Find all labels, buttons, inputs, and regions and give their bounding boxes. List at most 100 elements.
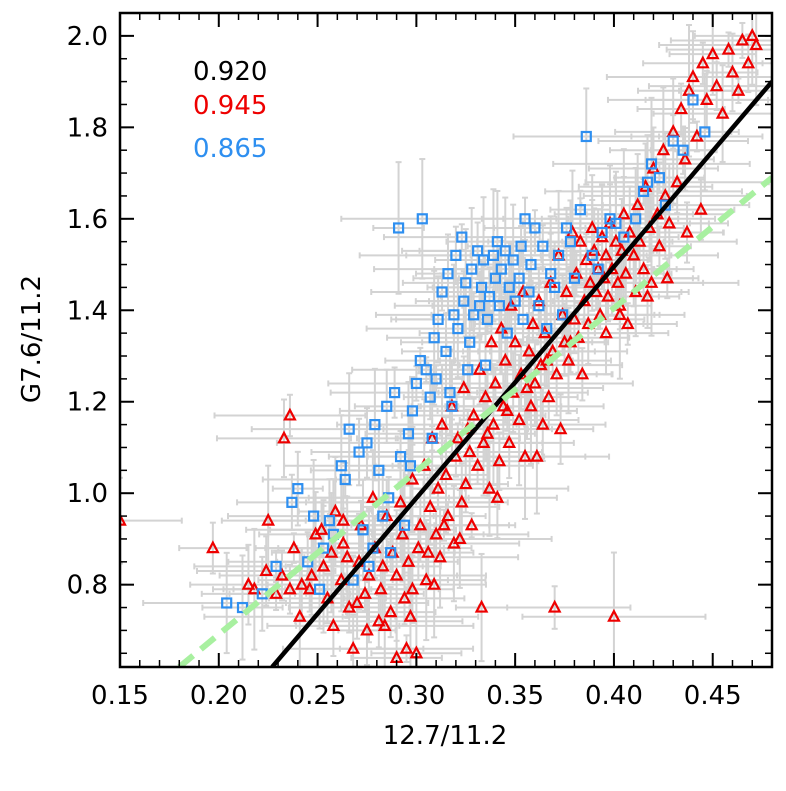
- blue-square-point: [381, 400, 393, 412]
- blue-square-point: [373, 464, 385, 476]
- blue-square-point: [641, 176, 654, 188]
- errorbar: [693, 13, 772, 86]
- errorbar: [665, 31, 772, 68]
- red-triangle-point: [437, 517, 451, 531]
- blue-square-point: [618, 231, 630, 243]
- blue-square-point: [507, 254, 519, 266]
- errorbar: [487, 398, 587, 515]
- blue-square-point: [432, 313, 444, 326]
- black-fit-line: [270, 80, 772, 667]
- red-triangle-point: [518, 448, 532, 462]
- red-triangle-point: [607, 608, 621, 622]
- blue-square-point: [541, 322, 553, 335]
- red-triangle-point: [662, 215, 677, 229]
- blue-square-point: [545, 268, 557, 280]
- errorbar: [512, 87, 661, 186]
- blue-square-point: [533, 300, 545, 312]
- blue-square-point: [339, 473, 351, 486]
- blue-square-point: [450, 249, 462, 261]
- red-triangle-point: [401, 553, 416, 567]
- red-triangle-point: [678, 151, 692, 165]
- red-triangle-point: [362, 567, 376, 581]
- red-triangle-point: [652, 238, 667, 252]
- errorbar: [381, 530, 487, 639]
- blue-square-point: [501, 327, 513, 339]
- blue-square-point: [389, 386, 401, 399]
- blue-square-point: [495, 263, 507, 275]
- blue-square-point: [286, 496, 298, 508]
- red-triangle-point: [372, 613, 386, 627]
- blue-square-point: [645, 158, 658, 170]
- red-triangle-point: [541, 389, 556, 403]
- red-triangle-point: [616, 206, 631, 220]
- red-triangle-point: [458, 476, 473, 490]
- blue-square-point: [394, 451, 407, 463]
- red-triangle-point: [350, 595, 364, 609]
- blue-square-point: [556, 309, 569, 321]
- blue-square-point: [472, 245, 484, 257]
- red-triangle-point: [549, 366, 564, 380]
- red-triangle-point: [528, 375, 542, 389]
- red-triangle-point: [559, 284, 574, 298]
- blue-square-point: [440, 345, 452, 358]
- red-triangle-point: [630, 197, 645, 211]
- blue-square-point: [523, 286, 535, 298]
- blue-square-point: [509, 295, 521, 307]
- errorbar: [201, 554, 284, 661]
- blue-square-point: [491, 236, 503, 248]
- red-triangle-point: [287, 540, 301, 554]
- blue-square-point: [323, 515, 336, 527]
- red-triangle-point: [403, 608, 418, 622]
- red-triangle-point: [294, 576, 309, 590]
- red-triangle-point: [581, 316, 596, 330]
- blue-square-point: [270, 560, 282, 572]
- red-triangle-point: [358, 585, 372, 599]
- errorbar: [678, 77, 772, 104]
- red-triangle-point: [680, 224, 694, 238]
- red-triangle-point: [696, 55, 710, 69]
- blue-square-point: [560, 222, 573, 234]
- red-triangle-point: [561, 352, 576, 366]
- blue-square-point: [392, 222, 405, 234]
- blue-square-point: [580, 130, 592, 143]
- red-triangle-point: [735, 32, 750, 46]
- red-triangle-point: [346, 640, 360, 654]
- blue-square-point: [313, 583, 326, 595]
- blue-square-point: [462, 364, 474, 376]
- errorbar: [511, 224, 575, 269]
- blue-square-point: [424, 391, 436, 403]
- red-triangle-point: [393, 494, 408, 508]
- blue-square-point: [596, 226, 608, 239]
- red-triangle-point: [478, 389, 493, 403]
- red-triangle-point: [429, 526, 443, 540]
- red-triangle-point: [488, 375, 503, 389]
- blue-square-point: [456, 231, 468, 243]
- red-triangle-point: [328, 503, 343, 517]
- red-triangle-point: [283, 581, 297, 595]
- y-tick-label: 1.4: [67, 296, 108, 326]
- blue-square-point: [464, 336, 476, 348]
- red-triangle-point: [749, 37, 764, 51]
- errorbar: [669, 21, 772, 59]
- red-triangle-point: [656, 142, 671, 156]
- red-triangle-point: [480, 425, 495, 439]
- blue-square-point: [221, 597, 233, 609]
- red-triangle-point: [573, 233, 588, 247]
- red-triangle-point: [585, 220, 600, 234]
- blue-square-point: [653, 172, 665, 184]
- blue-square-point: [489, 272, 501, 284]
- red-triangle-point: [316, 558, 331, 572]
- red-triangle-point: [731, 82, 746, 96]
- red-triangle-point: [399, 640, 414, 654]
- blue-square-point: [483, 290, 496, 303]
- red-triangle-point: [522, 343, 536, 357]
- blue-square-point: [513, 272, 525, 284]
- red-triangle-point: [583, 274, 598, 288]
- red-triangle-point: [373, 581, 388, 595]
- red-triangle-point: [745, 28, 760, 41]
- axes-layer: 0.15 0.20 0.25 0.30 0.35 0.40 0.45 0.8 1.0 1.2 1.4…: [67, 13, 772, 711]
- blue-square-point: [361, 437, 373, 449]
- red-triangle-point: [405, 581, 420, 595]
- plot-frame: [118, 11, 774, 669]
- blue-square-point: [537, 240, 549, 252]
